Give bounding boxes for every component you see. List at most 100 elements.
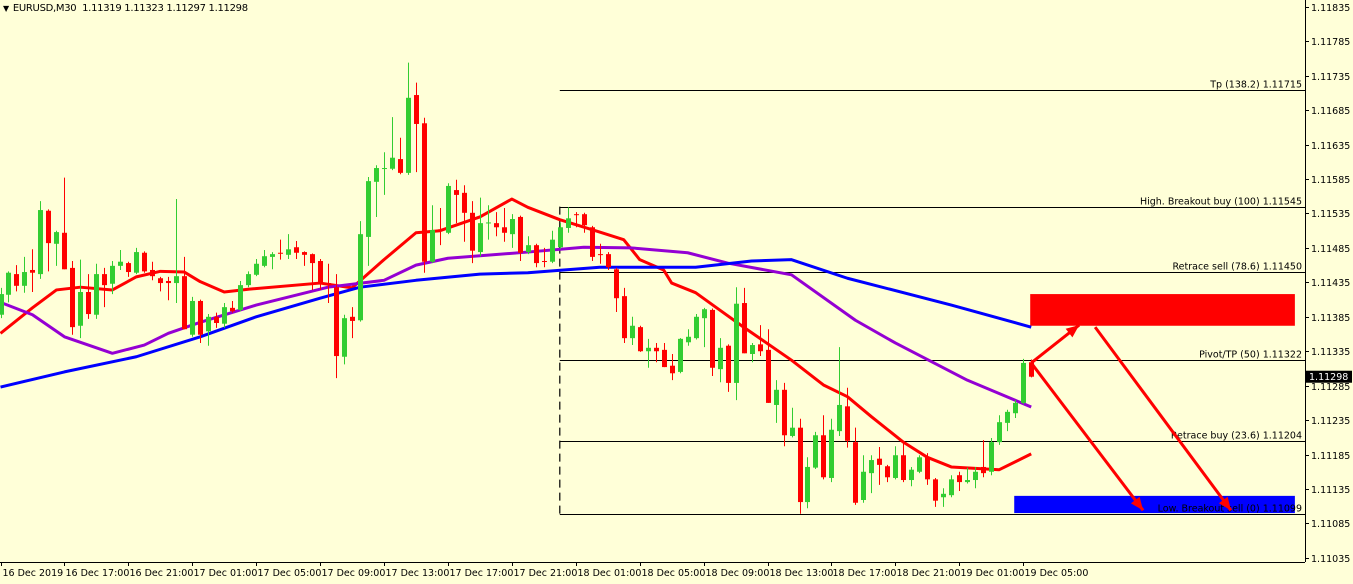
time-tick-label: 18 Dec 21:00	[897, 568, 961, 579]
time-tick-label: 16 Dec 17:00	[66, 568, 130, 579]
triangle-down-icon[interactable]: ▼	[3, 4, 9, 13]
candle-bullish	[510, 214, 515, 248]
candle-body	[390, 157, 395, 169]
candle-bearish	[925, 453, 930, 485]
candle-body	[630, 325, 635, 339]
candle-body	[566, 218, 571, 228]
candle-body	[126, 263, 131, 273]
candle-body	[414, 95, 419, 124]
candle-bullish	[829, 418, 834, 483]
candle-body	[989, 442, 994, 472]
candle-body	[342, 318, 347, 357]
price-tick-label: 1.11435	[1311, 278, 1350, 289]
candle-body	[766, 349, 771, 403]
candle-bullish	[949, 475, 954, 498]
candle-body	[22, 272, 27, 286]
candle-bullish	[837, 347, 842, 436]
candle-bullish	[989, 438, 994, 476]
candle-bearish	[438, 207, 443, 246]
candle-bullish	[965, 467, 970, 484]
candle-bearish	[102, 267, 107, 308]
fibonacci-level-label: Pivot/TP (50) 1.11322	[1199, 350, 1302, 361]
candle-bearish	[86, 274, 91, 319]
candle-body	[198, 300, 203, 335]
time-tick-label: 18 Dec 17:00	[833, 568, 897, 579]
candle-body	[622, 296, 627, 339]
candle-body	[366, 181, 371, 237]
candle-body	[949, 479, 954, 496]
candle-body	[877, 458, 882, 465]
candle-body	[502, 227, 507, 233]
candle-bearish	[957, 471, 962, 492]
candle-bullish	[973, 466, 978, 489]
candle-body	[350, 316, 355, 321]
candle-bullish	[134, 247, 139, 275]
candle-body	[702, 309, 707, 319]
candle-bearish	[821, 415, 826, 480]
candle-body	[582, 214, 587, 226]
candle-body	[750, 345, 755, 354]
candle-body	[230, 307, 235, 312]
candle-bullish	[774, 380, 779, 423]
candle-body	[590, 227, 595, 257]
candle-body	[62, 232, 67, 270]
candle-body	[462, 192, 467, 213]
candle-bullish	[246, 271, 251, 288]
candle-body	[542, 261, 547, 263]
candle-body	[166, 280, 171, 284]
candle-bearish	[654, 342, 659, 363]
price-tick-label: 1.11235	[1311, 416, 1350, 427]
candle-bullish	[222, 303, 227, 328]
candle-body	[710, 309, 715, 368]
candle-body	[1029, 362, 1034, 377]
candle-body	[1005, 411, 1010, 423]
candle-body	[54, 232, 59, 244]
price-tick-label: 1.11485	[1311, 244, 1350, 255]
candle-body	[774, 389, 779, 405]
symbol-label: EURUSD,M30	[12, 3, 77, 14]
candle-bullish	[366, 176, 371, 266]
candle-bullish	[909, 466, 914, 487]
candle-body	[86, 292, 91, 315]
candle-bearish	[62, 177, 67, 270]
candle-bullish	[270, 252, 275, 270]
candle-body	[310, 254, 315, 264]
candle-body	[478, 223, 483, 253]
candle-body	[38, 210, 43, 275]
candle-bearish	[70, 261, 75, 335]
candle-bearish	[462, 185, 467, 242]
price-tick-label: 1.11535	[1311, 209, 1350, 220]
candle-body	[694, 316, 699, 339]
candles-layer	[0, 62, 1034, 514]
candle-bullish	[861, 455, 866, 503]
candle-bullish	[1005, 409, 1010, 432]
candle-body	[981, 466, 986, 474]
candle-body	[606, 254, 611, 268]
candle-bullish	[813, 431, 818, 470]
candle-bearish	[710, 308, 715, 377]
candle-body	[486, 222, 491, 224]
candle-bullish	[718, 338, 723, 383]
candle-bullish	[406, 62, 411, 175]
candle-bullish	[893, 446, 898, 480]
candle-body	[662, 349, 667, 368]
candle-body	[118, 261, 123, 266]
candle-bearish	[166, 276, 171, 301]
candle-body	[646, 347, 651, 352]
candle-body	[190, 300, 195, 335]
candle-body	[158, 278, 163, 284]
candle-bearish	[334, 274, 339, 379]
candle-body	[518, 216, 523, 253]
time-tick-label: 18 Dec 05:00	[642, 568, 706, 579]
candle-bearish	[598, 243, 603, 264]
candle-bullish	[254, 258, 259, 277]
candle-bearish	[502, 207, 507, 242]
candle-bullish	[917, 455, 922, 474]
arrow	[1030, 362, 1145, 512]
candle-body	[941, 493, 946, 498]
moving-average-slow	[0, 258, 1032, 389]
candle-body	[278, 252, 283, 254]
candle-body	[382, 168, 387, 170]
